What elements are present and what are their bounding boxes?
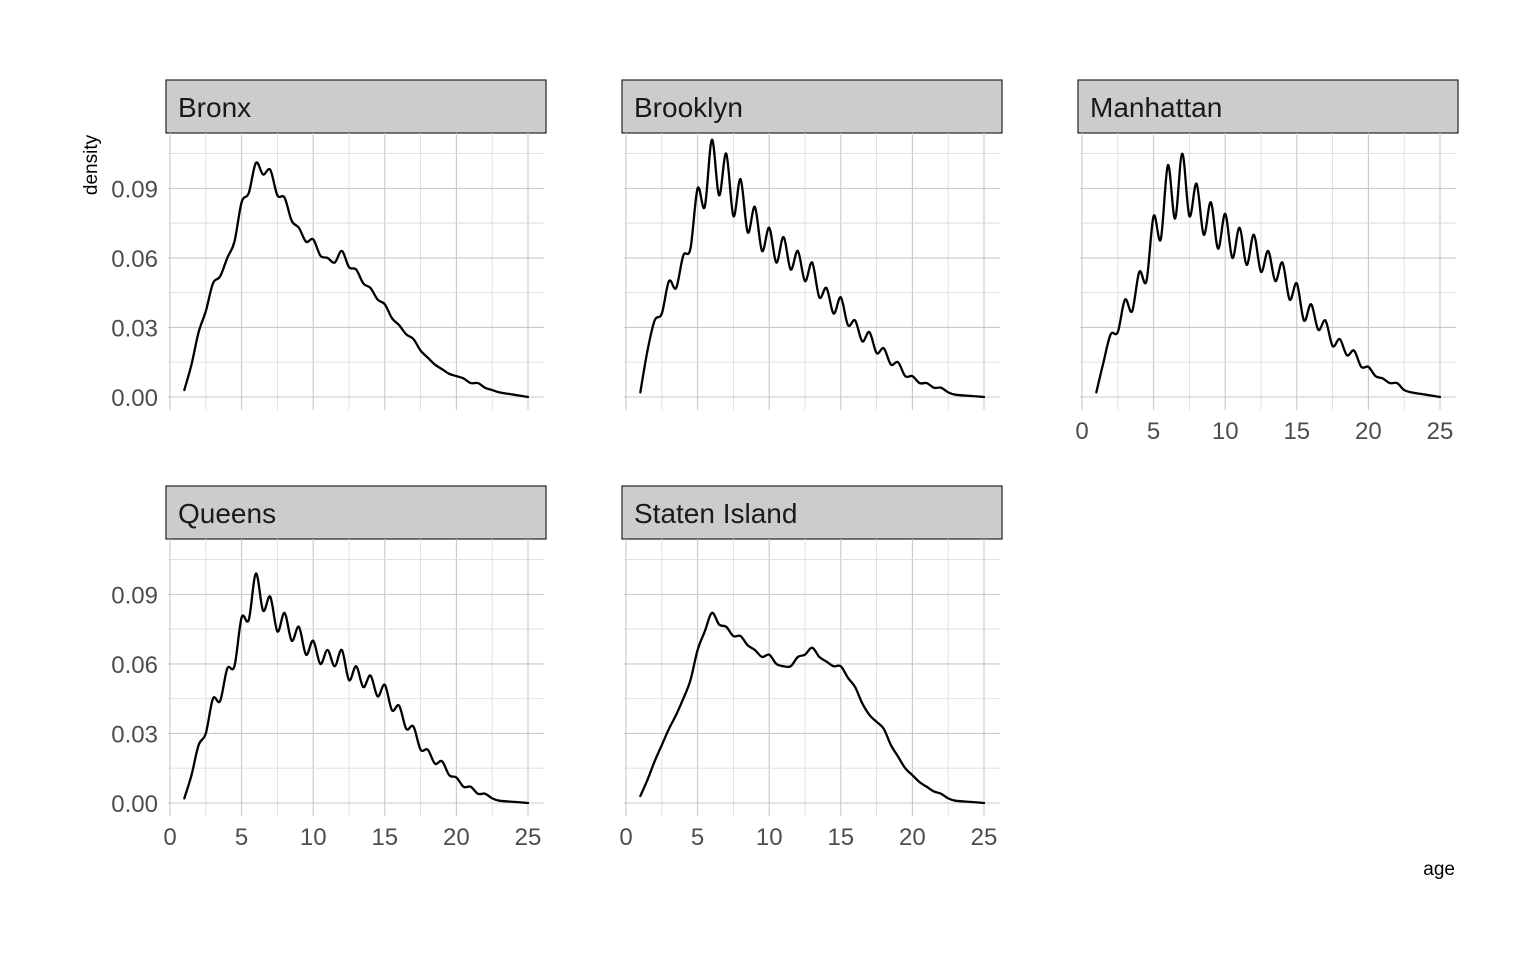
x-axis-title: age (1423, 859, 1455, 880)
facet-strip (621, 485, 1003, 540)
y-axis-title: density (81, 134, 102, 195)
facet-strip-label: Bronx (178, 92, 251, 123)
x-tick-label: 5 (235, 824, 248, 851)
facet-strip-label: Queens (178, 498, 276, 529)
facet-strip (165, 79, 547, 134)
x-tick-label: 20 (443, 824, 470, 851)
y-tick-label: 0.06 (111, 246, 158, 273)
x-tick-label: 0 (619, 824, 632, 851)
density-line (183, 161, 530, 399)
x-tick-label: 25 (971, 824, 998, 851)
x-tick-label: 10 (1212, 418, 1239, 445)
facet-strip-label: Staten Island (634, 498, 797, 529)
facet-panel-bronx: Bronx 0.00 0.03 0.06 0.09 (111, 79, 547, 412)
density-line (183, 572, 530, 805)
x-tick-label: 20 (1355, 418, 1382, 445)
x-tick-label: 25 (515, 824, 542, 851)
facet-strip-label: Brooklyn (634, 92, 743, 123)
x-tick-label: 15 (827, 824, 854, 851)
density-line (639, 611, 986, 805)
density-line (639, 138, 986, 399)
x-tick-label: 15 (1283, 418, 1310, 445)
y-tick-label: 0.09 (111, 582, 158, 609)
x-tick-label: 5 (691, 824, 704, 851)
facet-strip (165, 485, 547, 540)
x-tick-label: 15 (371, 824, 398, 851)
x-tick-label: 10 (300, 824, 327, 851)
y-tick-label: 0.06 (111, 652, 158, 679)
y-tick-label: 0.00 (111, 791, 158, 818)
facet-strip (1077, 79, 1459, 134)
x-tick-label: 20 (899, 824, 926, 851)
x-tick-label: 0 (1075, 418, 1088, 445)
y-tick-label: 0.09 (111, 176, 158, 203)
x-tick-label: 25 (1427, 418, 1454, 445)
facet-strip-label: Manhattan (1090, 92, 1222, 123)
facet-strip (621, 79, 1003, 134)
y-tick-label: 0.03 (111, 721, 158, 748)
facet-panel-staten-island: Staten Island 0 5 10 15 20 25 (619, 485, 1003, 851)
facet-panel-brooklyn: Brooklyn (621, 79, 1003, 410)
y-tick-label: 0.03 (111, 315, 158, 342)
density-line (1095, 152, 1442, 399)
x-tick-label: 0 (163, 824, 176, 851)
x-tick-label: 10 (756, 824, 783, 851)
facet-panels: Bronx 0.00 0.03 0.06 0.09 Brooklyn Manhattan 0 5… (111, 79, 1459, 851)
y-tick-label: 0.00 (111, 385, 158, 412)
facet-panel-queens: Queens 0.00 0.03 0.06 0.09 0 5 10 15 20 25 (111, 485, 547, 851)
x-tick-label: 5 (1147, 418, 1160, 445)
facet-panel-manhattan: Manhattan 0 5 10 15 20 25 (1075, 79, 1459, 445)
